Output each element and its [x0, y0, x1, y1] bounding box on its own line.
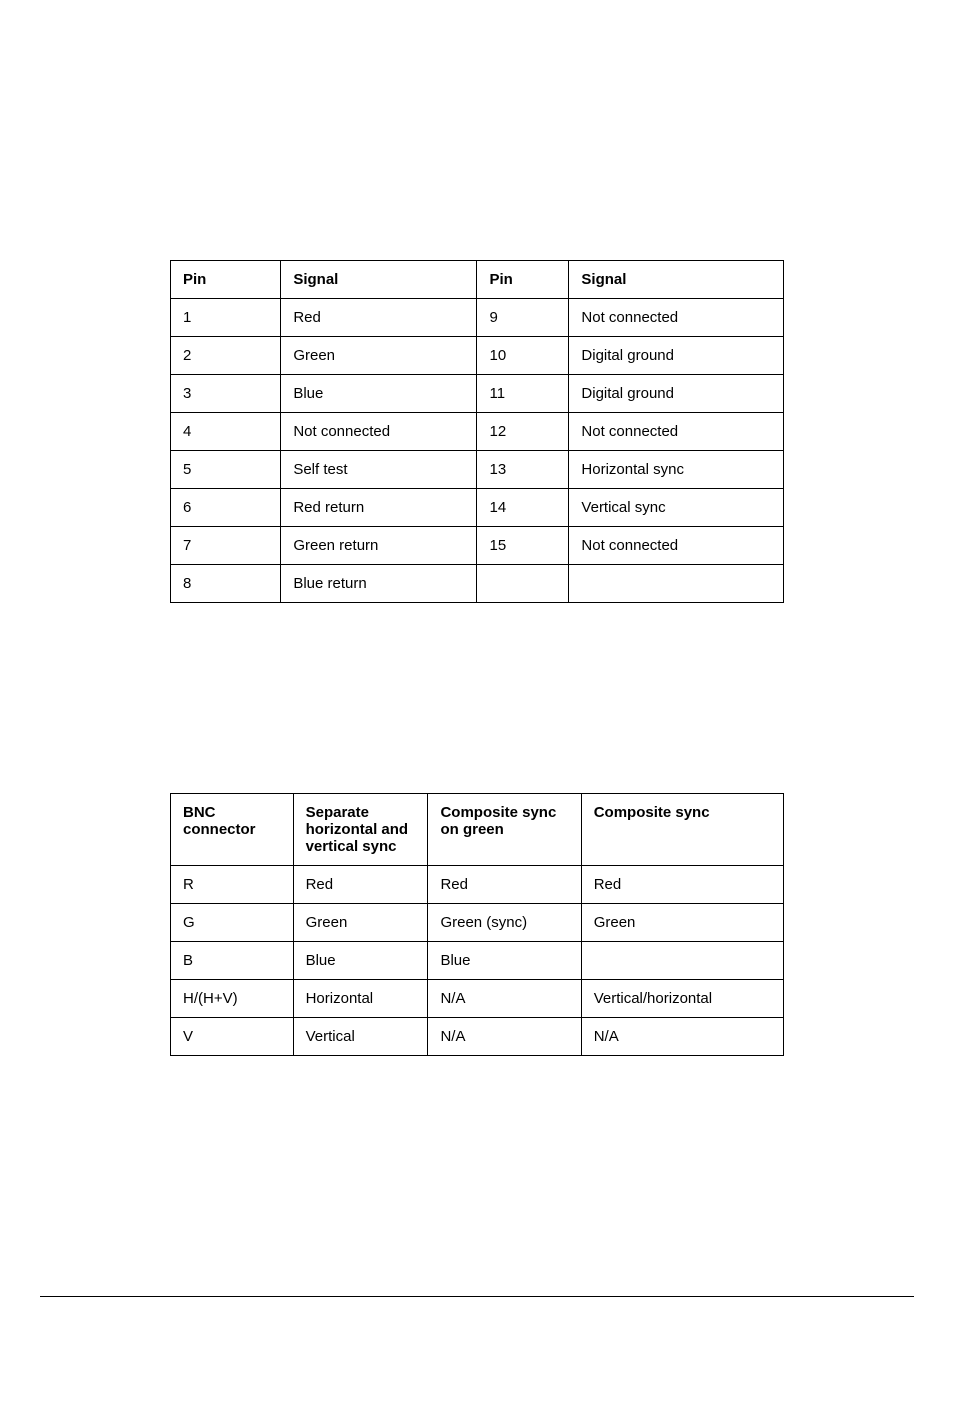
- table-row: R Red Red Red: [171, 866, 784, 904]
- page-content: Pin Signal Pin Signal 1 Red 9 Not connec…: [0, 0, 954, 1296]
- table-cell: Not connected: [281, 413, 477, 451]
- table-cell: 12: [477, 413, 569, 451]
- table-row: B Blue Blue: [171, 942, 784, 980]
- table-cell: 1: [171, 299, 281, 337]
- table-row: G Green Green (sync) Green: [171, 904, 784, 942]
- table-cell: Green (sync): [428, 904, 581, 942]
- table-cell: 13: [477, 451, 569, 489]
- table-cell: R: [171, 866, 294, 904]
- table-cell: N/A: [581, 1018, 783, 1056]
- table-cell: H/(H+V): [171, 980, 294, 1018]
- table-cell: Not connected: [569, 299, 784, 337]
- table-cell: Red: [281, 299, 477, 337]
- table-row: 5 Self test 13 Horizontal sync: [171, 451, 784, 489]
- table-cell: Green: [281, 337, 477, 375]
- table-cell: Red return: [281, 489, 477, 527]
- table-cell: [569, 565, 784, 603]
- table-cell: Blue return: [281, 565, 477, 603]
- table-cell: N/A: [428, 980, 581, 1018]
- table-header: Pin: [171, 261, 281, 299]
- table-row: V Vertical N/A N/A: [171, 1018, 784, 1056]
- table-cell: Green return: [281, 527, 477, 565]
- table-cell: Red: [293, 866, 428, 904]
- table-cell: Horizontal sync: [569, 451, 784, 489]
- table-cell: 7: [171, 527, 281, 565]
- table-cell: Blue: [293, 942, 428, 980]
- table-cell: Blue: [281, 375, 477, 413]
- table-header: Pin: [477, 261, 569, 299]
- table-cell: Vertical sync: [569, 489, 784, 527]
- table-row: H/(H+V) Horizontal N/A Vertical/horizont…: [171, 980, 784, 1018]
- table-cell: 15: [477, 527, 569, 565]
- table-cell: [581, 942, 783, 980]
- table-cell: B: [171, 942, 294, 980]
- table-row: 7 Green return 15 Not connected: [171, 527, 784, 565]
- bnc-connector-table: BNC connector Separate horizontal and ve…: [170, 793, 784, 1056]
- table-row: 3 Blue 11 Digital ground: [171, 375, 784, 413]
- table-row: 4 Not connected 12 Not connected: [171, 413, 784, 451]
- table-cell: 9: [477, 299, 569, 337]
- table-row: 8 Blue return: [171, 565, 784, 603]
- table-cell: Horizontal: [293, 980, 428, 1018]
- table-header-row: Pin Signal Pin Signal: [171, 261, 784, 299]
- table-cell: 14: [477, 489, 569, 527]
- table-header: Composite sync: [581, 794, 783, 866]
- table-cell: V: [171, 1018, 294, 1056]
- table-header: BNC connector: [171, 794, 294, 866]
- table-cell: [477, 565, 569, 603]
- table-cell: Blue: [428, 942, 581, 980]
- table-header: Signal: [281, 261, 477, 299]
- table-cell: 5: [171, 451, 281, 489]
- table-cell: Red: [428, 866, 581, 904]
- table-cell: 3: [171, 375, 281, 413]
- table-row: 6 Red return 14 Vertical sync: [171, 489, 784, 527]
- table-cell: 8: [171, 565, 281, 603]
- table-header: Signal: [569, 261, 784, 299]
- table-cell: Not connected: [569, 527, 784, 565]
- table-cell: Self test: [281, 451, 477, 489]
- table-cell: Vertical/horizontal: [581, 980, 783, 1018]
- table-header: Separate horizontal and vertical sync: [293, 794, 428, 866]
- table-cell: 11: [477, 375, 569, 413]
- table-row: 1 Red 9 Not connected: [171, 299, 784, 337]
- table-cell: Digital ground: [569, 337, 784, 375]
- table-cell: Digital ground: [569, 375, 784, 413]
- table-cell: Red: [581, 866, 783, 904]
- table-cell: N/A: [428, 1018, 581, 1056]
- table-cell: 4: [171, 413, 281, 451]
- table-row: 2 Green 10 Digital ground: [171, 337, 784, 375]
- table-cell: 2: [171, 337, 281, 375]
- table-cell: G: [171, 904, 294, 942]
- table-cell: 10: [477, 337, 569, 375]
- table-cell: 6: [171, 489, 281, 527]
- footer-divider: [40, 1296, 914, 1297]
- table-cell: Vertical: [293, 1018, 428, 1056]
- table-cell: Green: [581, 904, 783, 942]
- table-cell: Not connected: [569, 413, 784, 451]
- table-header: Composite sync on green: [428, 794, 581, 866]
- pin-signal-table: Pin Signal Pin Signal 1 Red 9 Not connec…: [170, 260, 784, 603]
- table-header-row: BNC connector Separate horizontal and ve…: [171, 794, 784, 866]
- table-cell: Green: [293, 904, 428, 942]
